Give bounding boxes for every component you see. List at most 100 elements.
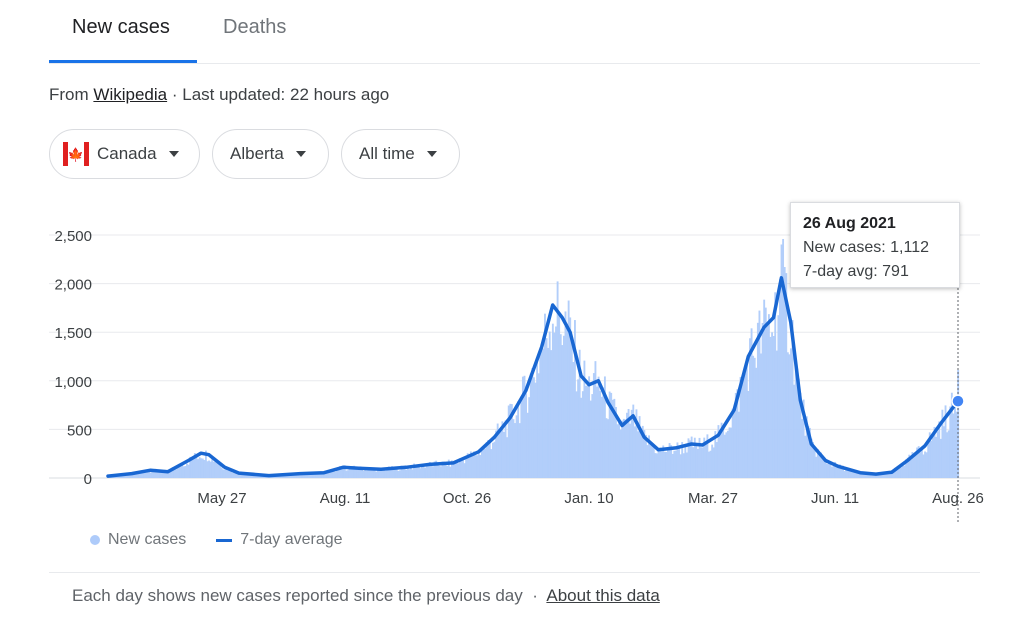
new-cases-bar [872,473,874,478]
new-cases-bar [884,472,887,478]
new-cases-bar [815,456,818,478]
new-cases-bar [342,467,345,478]
new-cases-bar [640,430,643,478]
new-cases-bar [327,471,330,478]
avg-line [106,276,960,478]
new-cases-bar [583,360,586,478]
new-cases-bar [454,461,457,478]
new-cases-bar [482,446,485,478]
new-cases-bar [331,469,334,478]
new-cases-bar [455,462,458,478]
new-cases-bar [201,458,204,478]
new-cases-bar [293,474,296,478]
new-cases-bar [179,466,182,478]
new-cases-bar [234,472,237,478]
new-cases-bar [241,473,244,478]
wikipedia-link[interactable]: Wikipedia [93,85,168,104]
new-cases-bar [750,328,753,478]
new-cases-bar [928,432,931,478]
new-cases-bar [487,439,490,478]
new-cases-bar [491,442,494,478]
new-cases-bar [359,466,362,478]
new-cases-bar [607,419,609,478]
new-cases-bar [703,437,706,478]
new-cases-bar [290,474,293,478]
new-cases-bar [457,463,460,478]
new-cases-bar [386,469,389,478]
new-cases-bar [857,472,860,478]
new-cases-bar [763,299,766,478]
new-cases-bar [304,472,307,478]
new-cases-bar [305,473,308,478]
new-cases-bar [924,451,926,478]
new-cases-bar [208,460,211,478]
tooltip-avg: 7-day avg: 791 [803,263,909,280]
new-cases-bar [329,469,332,478]
new-cases-bar [285,475,288,478]
new-cases-bar [824,461,827,478]
new-cases-bar [608,391,611,478]
new-cases-bar [236,473,239,478]
new-cases-bar [867,474,870,478]
new-cases-bar [170,469,173,478]
new-cases-bar [335,468,338,478]
new-cases-bar [693,437,696,478]
new-cases-bar [148,470,151,478]
new-cases-bar [321,473,324,478]
new-cases-bar [758,310,761,478]
new-cases-bar [141,471,144,478]
new-cases-bar [591,394,594,478]
new-cases-bar [506,437,509,478]
new-cases-bar [761,322,764,478]
new-cases-bar [540,350,543,478]
new-cases-bar [435,460,438,478]
range-dropdown[interactable]: All time [341,129,460,179]
new-cases-bar [219,463,222,478]
source-separator: · [171,85,178,104]
new-cases-bar [588,376,591,478]
footer-text: Each day shows new cases reported since … [72,586,523,605]
new-cases-bar [515,415,518,478]
region-dropdown[interactable]: Alberta [212,129,329,179]
region-label: Alberta [230,144,284,163]
new-cases-bar [203,459,206,478]
tab-new-cases[interactable]: New cases [72,16,170,38]
new-cases-bar [162,471,165,478]
new-cases-bar [786,352,789,478]
new-cases-bar [397,470,400,478]
chevron-down-icon [426,151,437,157]
new-cases-bar [318,472,321,478]
new-cases-bar [362,470,365,478]
new-cases-bar [840,468,843,478]
new-cases-bar [562,335,565,478]
about-data-link[interactable]: About this data [546,586,660,605]
new-cases-bar [794,358,797,478]
new-cases-bar [592,373,595,478]
tab-deaths[interactable]: Deaths [223,16,287,38]
y-tick-label: 1,500 [54,325,92,342]
new-cases-bar [796,368,799,478]
new-cases-bar [400,465,403,478]
new-cases-bar [744,373,747,478]
new-cases-bar [820,452,822,478]
country-dropdown[interactable]: 🍁 Canada [49,129,200,179]
new-cases-bar [227,470,229,478]
new-cases-bar [368,467,371,478]
new-cases-bar [152,471,155,478]
new-cases-bar [774,292,777,478]
new-cases-bar [118,475,121,478]
new-cases-bar [783,267,786,478]
new-cases-bar [741,378,744,478]
new-cases-bar [638,416,641,478]
new-cases-bar [547,347,550,478]
new-cases-bar [618,418,621,478]
new-cases-bar [261,475,264,478]
new-cases-bar [742,370,745,478]
new-cases-bar [307,474,310,478]
new-cases-bar [835,466,838,478]
new-cases-bar [466,453,469,478]
new-cases-bar [950,392,953,478]
new-cases-bar [135,472,138,478]
new-cases-bar [610,392,613,478]
